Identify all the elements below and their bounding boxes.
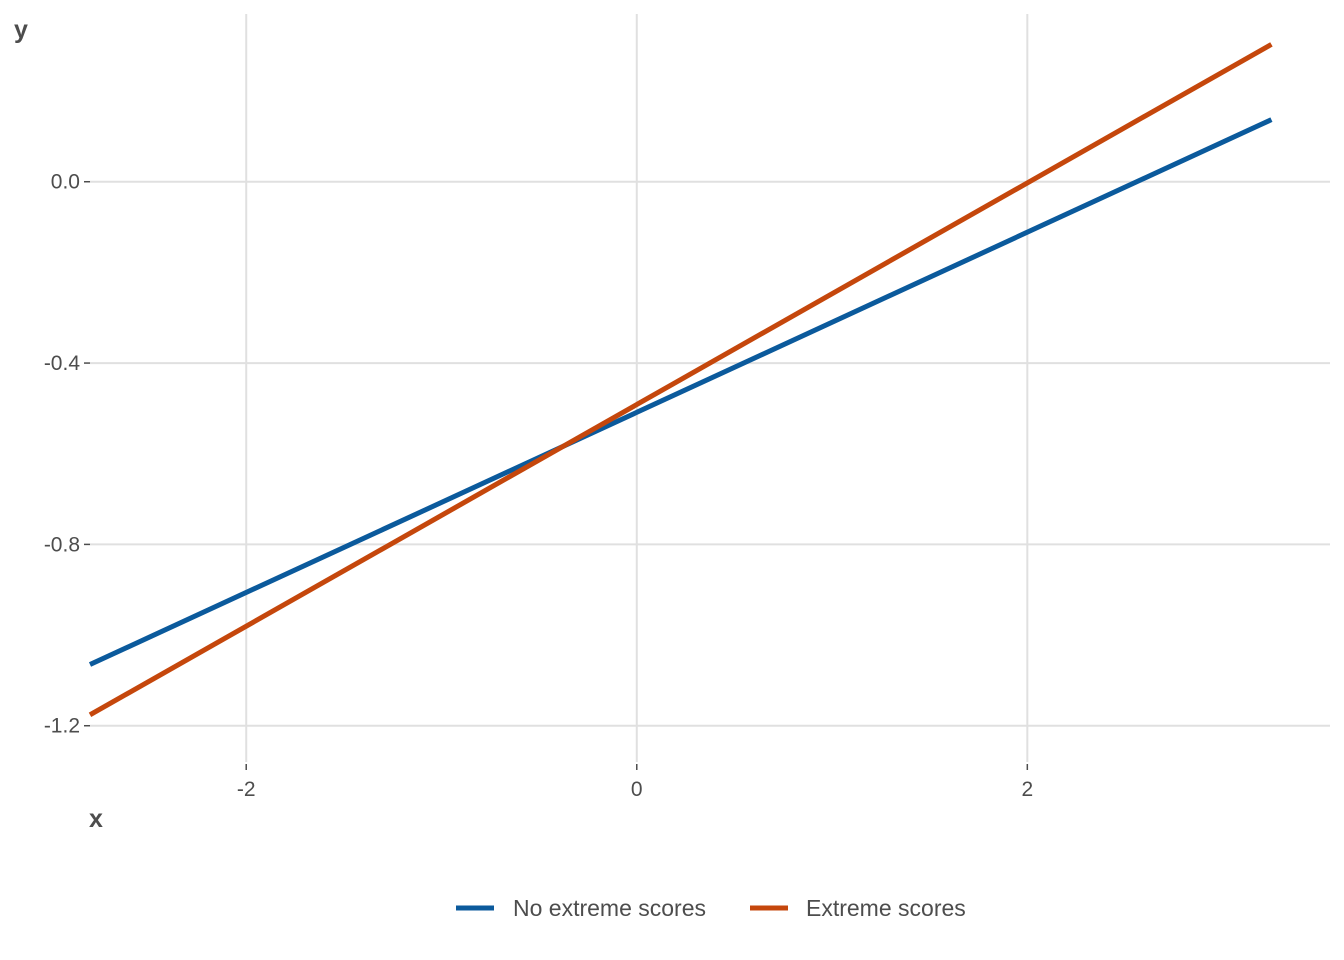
- series-line-0: [88, 117, 1273, 667]
- y-tick-label: -0.8: [44, 533, 80, 556]
- grid-lines: [90, 14, 1330, 762]
- y-tick-label: -1.2: [44, 715, 80, 738]
- legend-label-0: No extreme scores: [513, 895, 706, 921]
- series-lines: [88, 42, 1273, 718]
- x-tick-label: -2: [237, 778, 256, 801]
- series-line-1: [88, 42, 1273, 718]
- y-axis-title: y: [14, 16, 28, 44]
- axes: -1.2 -0.8 -0.4 0.0 -2 0 2: [44, 171, 1033, 801]
- x-tick-label: 2: [1021, 778, 1033, 801]
- x-tick-label: 0: [631, 778, 643, 801]
- legend-label-1: Extreme scores: [806, 895, 966, 921]
- y-tick-label: 0.0: [51, 171, 80, 194]
- legend: No extreme scores Extreme scores: [456, 895, 966, 921]
- x-axis-title: x: [89, 805, 103, 833]
- y-tick-label: -0.4: [44, 352, 81, 375]
